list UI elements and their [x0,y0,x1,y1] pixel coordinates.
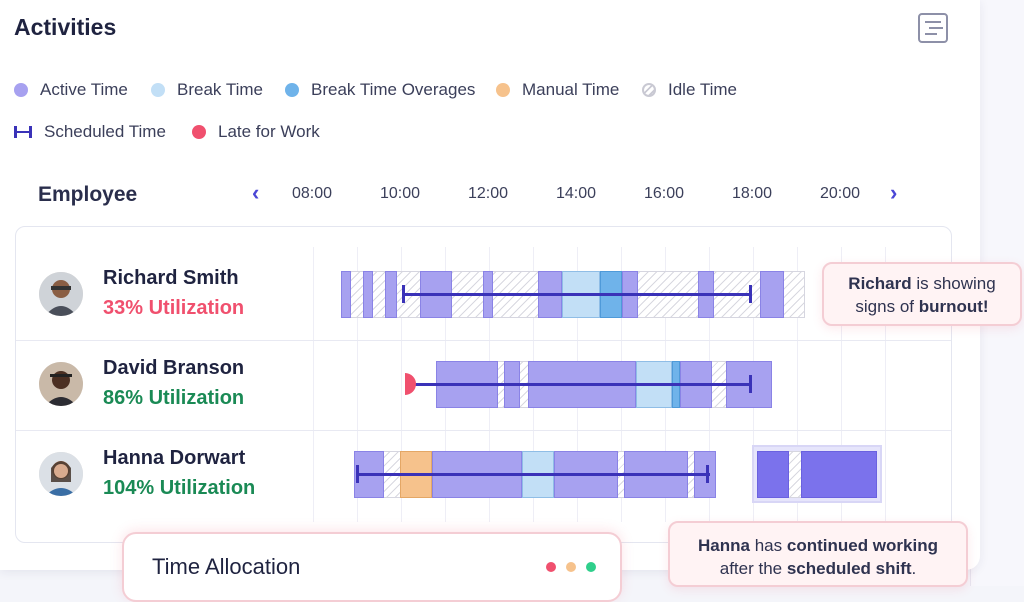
legend-late: Late for Work [192,122,320,142]
grid-line [401,247,402,522]
time-tick: 20:00 [819,185,861,202]
avatar [39,272,83,316]
window-dot-icon [546,562,556,572]
scheduled-end-cap [749,285,752,303]
callout-richard: Richard is showing signs of burnout! [822,262,1022,326]
overtime-active-segment [801,451,877,498]
legend-active-label: Active Time [40,80,128,99]
report-icon[interactable] [918,13,948,43]
employee-utilization: 33% Utilization [103,297,245,319]
late-for-work-marker [405,373,416,395]
legend-break-overages: Break Time Overages [285,80,475,100]
callout-text: has [750,536,787,555]
employee-utilization: 104% Utilization [103,477,256,499]
active-segment [341,271,351,318]
scheduled-time-icon [14,125,32,139]
callout-name: Richard [848,274,912,293]
row-divider [16,340,951,341]
active-segment [760,271,784,318]
active-segment [363,271,373,318]
page-title: Activities [14,14,117,40]
callout-richard-line1: Richard is showing [836,272,1008,295]
overtime-active-segment [757,451,789,498]
time-tick: 10:00 [379,185,421,202]
legend-scheduled-label: Scheduled Time [44,122,166,141]
time-tick: 16:00 [643,185,685,202]
callout-emphasis: scheduled shift [786,559,912,578]
scheduled-time-bar [406,383,752,386]
time-tick: 08:00 [291,185,333,202]
grid-line [841,247,842,522]
callout-text: signs of [855,297,919,316]
break-time-dot-icon [151,83,165,97]
break-overage-dot-icon [285,83,299,97]
grid-line [313,247,314,522]
time-tick: 18:00 [731,185,773,202]
avatar [39,362,83,406]
grid-line [797,247,798,522]
scheduled-start-cap [356,465,359,483]
timeline-table: Richard Smith 33% Utilization David Bran… [15,226,952,543]
callout-richard-line2: signs of burnout! [836,295,1008,318]
legend-idle: Idle Time [642,80,737,100]
employee-name[interactable]: Hanna Dorwart [103,447,246,469]
employee-name[interactable]: David Branson [103,357,245,379]
late-dot-icon [192,125,206,139]
scheduled-time-bar [358,473,710,476]
callout-emphasis: burnout! [918,297,989,316]
time-tick: 14:00 [555,185,597,202]
legend-break: Break Time [151,80,263,100]
grid-line [357,247,358,522]
scheduled-time-bar [404,293,752,296]
legend-active: Active Time [14,80,128,100]
chevron-left-icon[interactable]: ‹ [252,180,260,205]
chevron-right-icon[interactable]: › [890,180,898,205]
row-divider [16,430,951,431]
legend-late-label: Late for Work [218,122,320,141]
employee-utilization: 86% Utilization [103,387,245,409]
callout-name: Hanna [698,536,750,555]
window-dot-icon [586,562,596,572]
time-tick: 12:00 [467,185,509,202]
scheduled-end-cap [706,465,709,483]
window-dot-icon [566,562,576,572]
manual-time-dot-icon [496,83,510,97]
callout-text: after the [719,559,787,578]
callout-hanna: Hanna has continued working after the sc… [668,521,968,587]
employee-name[interactable]: Richard Smith [103,267,239,289]
legend-idle-label: Idle Time [668,80,737,99]
employee-header: Employee [38,183,138,206]
time-allocation-title: Time Allocation [152,554,301,579]
active-time-dot-icon [14,83,28,97]
callout-text: . [911,559,917,578]
callout-emphasis: continued working [786,536,938,555]
legend-manual: Manual Time [496,80,619,100]
legend-break-label: Break Time [177,80,263,99]
scheduled-start-cap [402,285,405,303]
callout-hanna-line1: Hanna has continued working [680,534,956,557]
idle-time-dot-icon [642,83,656,97]
legend-manual-label: Manual Time [522,80,620,99]
scheduled-end-cap [749,375,752,393]
callout-hanna-line2: after the scheduled shift. [680,557,956,580]
legend-break-overages-label: Break Time Overages [311,80,476,99]
active-segment [385,271,397,318]
legend-scheduled: Scheduled Time [14,122,166,142]
callout-text: is showing [911,274,996,293]
grid-line [885,247,886,522]
time-allocation-card[interactable]: Time Allocation [122,532,622,602]
avatar [39,452,83,496]
